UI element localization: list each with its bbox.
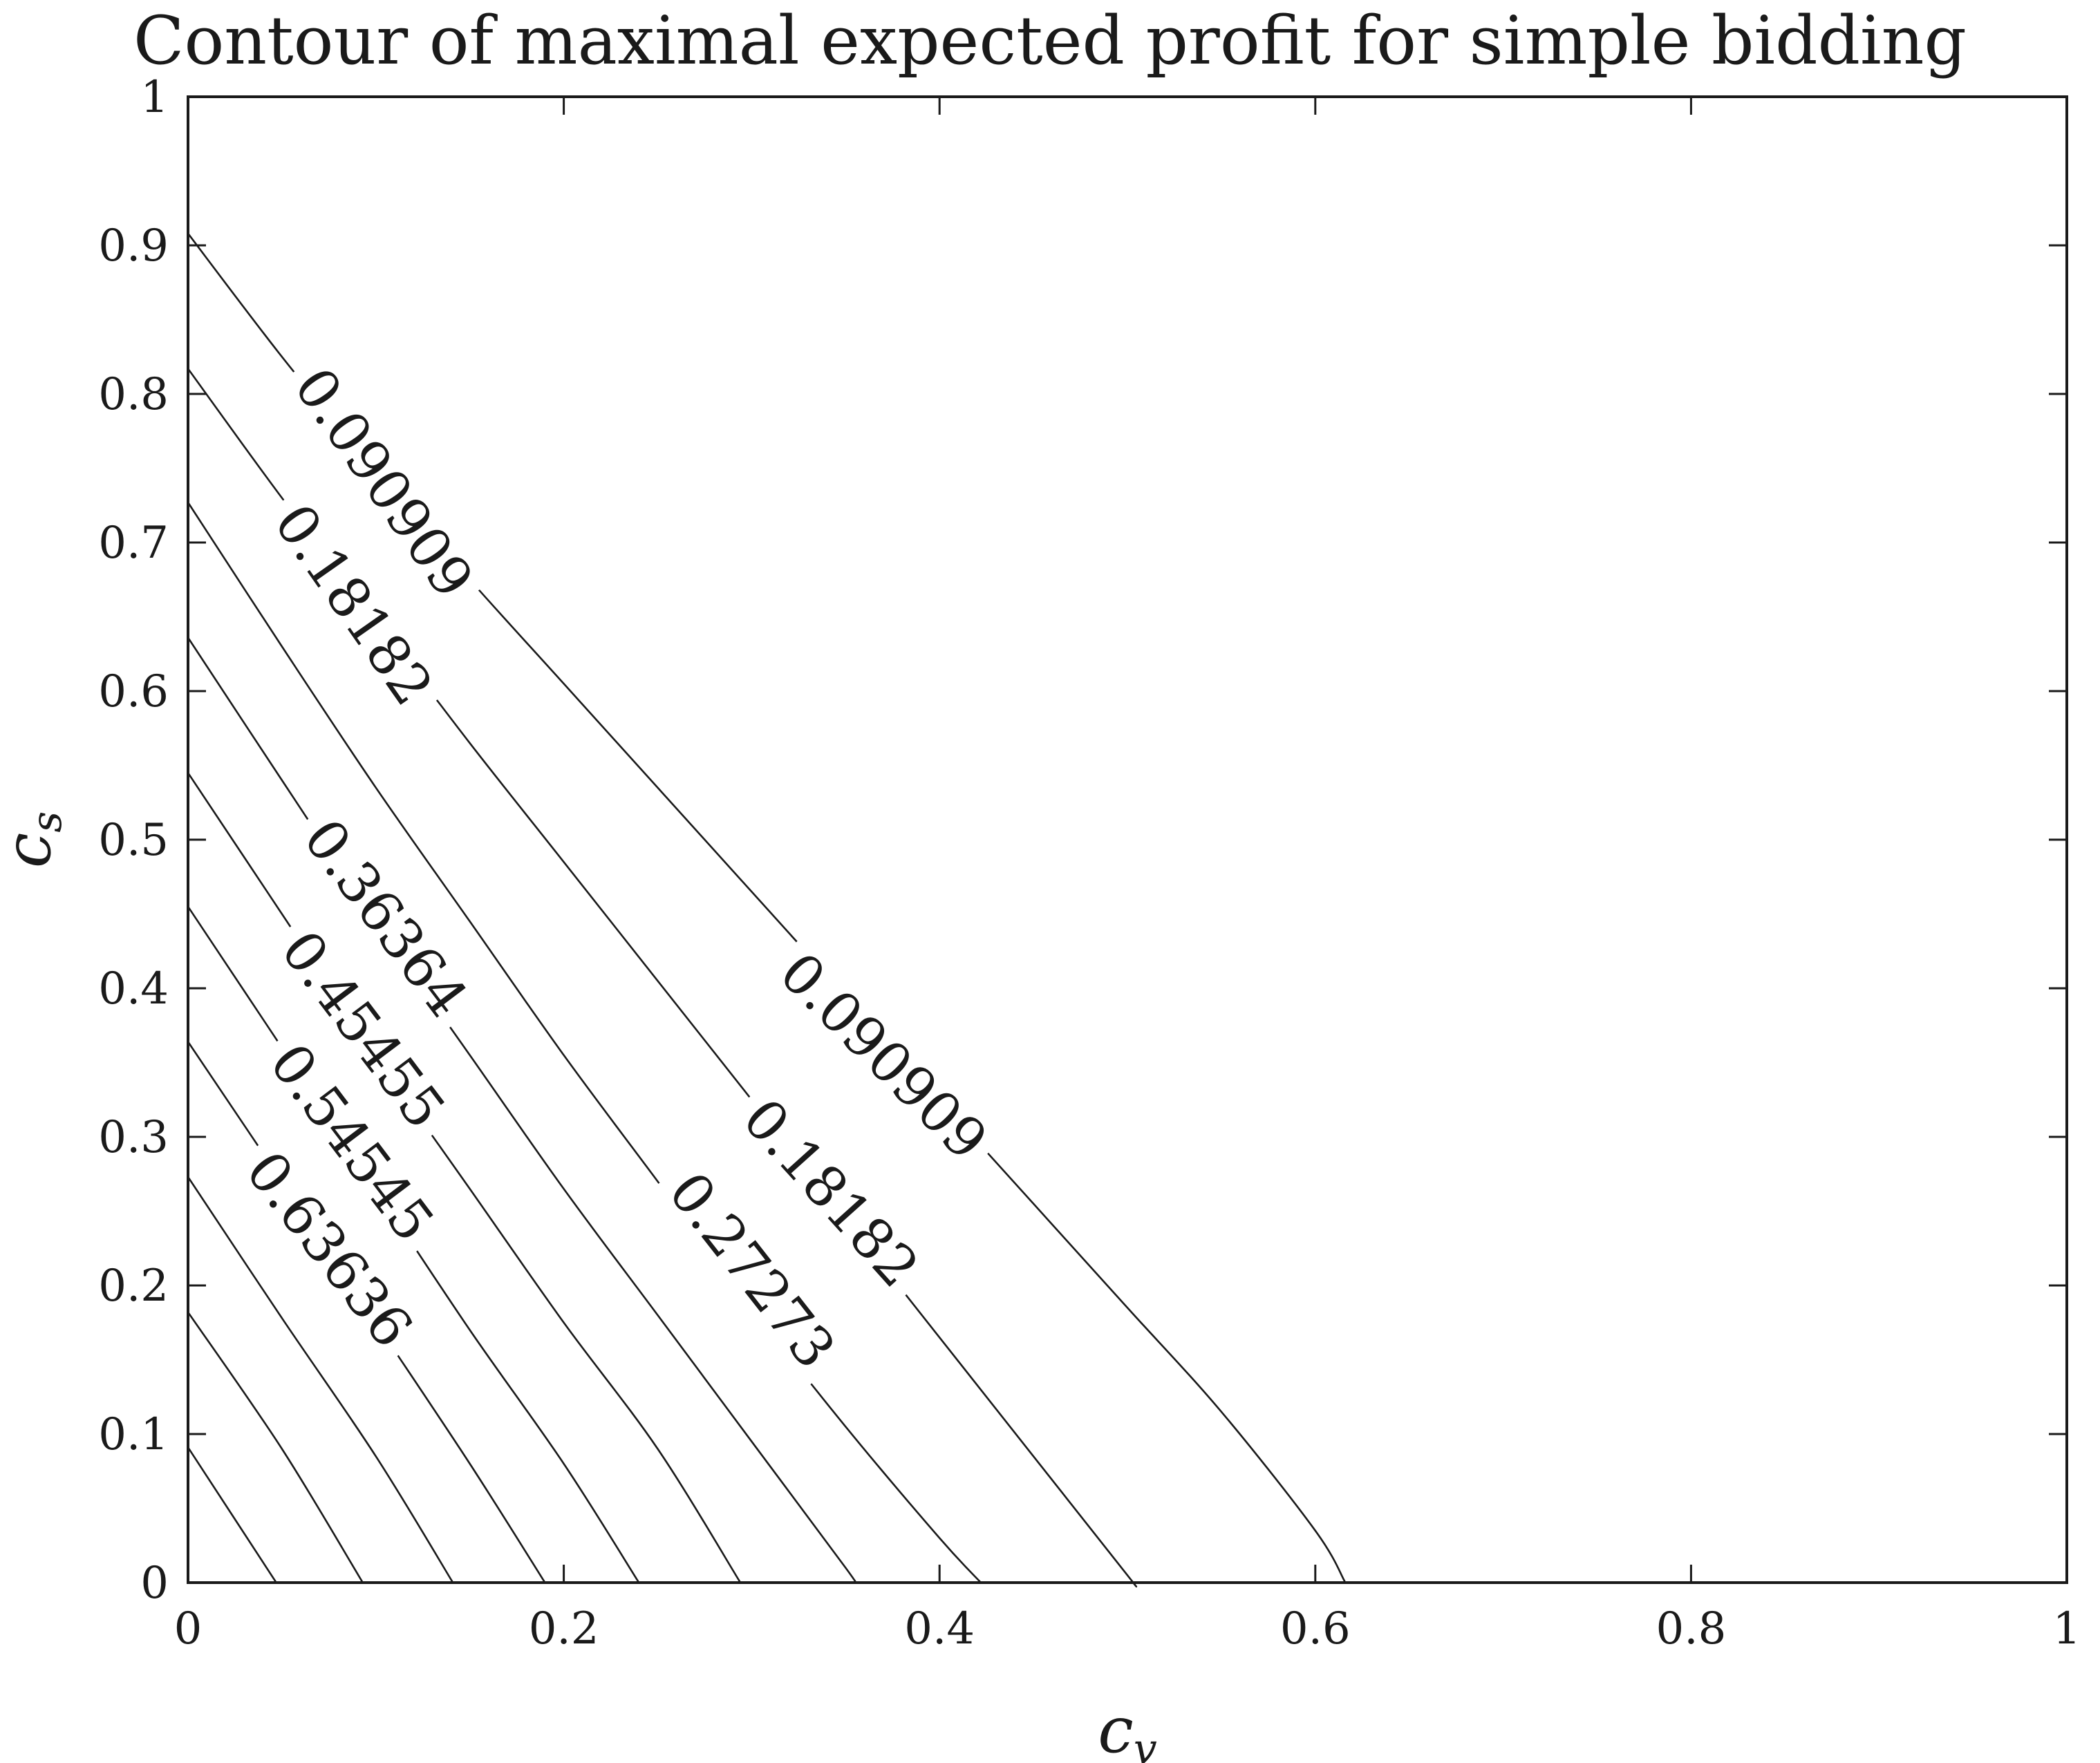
chart-title: Contour of maximal expected profit for s… [133, 2, 1967, 79]
y-axis-label-base: c [0, 833, 65, 869]
contour-line-10 [187, 1446, 277, 1583]
x-tick-label: 1 [2053, 1603, 2081, 1654]
contour-label-bg [255, 483, 452, 726]
x-axis-label: cv [1098, 1693, 1157, 1763]
x-tick-label: 0.6 [1280, 1603, 1351, 1654]
contour-label-bg [275, 348, 491, 619]
contour-line-6 [187, 906, 640, 1583]
x-tick-label: 0.4 [904, 1603, 975, 1654]
y-tick-label: 0.1 [98, 1409, 169, 1460]
x-tick-label: 0 [174, 1603, 203, 1654]
y-tick-label: 0.7 [98, 518, 169, 569]
contour-label-bg [261, 910, 465, 1150]
contour-line-9 [187, 1311, 364, 1583]
y-tick-label: 0.6 [98, 666, 169, 717]
contour-labels: 0.0909090.181820.363640.454550.545450.63… [226, 348, 1006, 1390]
plot-frame [187, 95, 2068, 1584]
y-tick-label: 0 [140, 1558, 169, 1609]
contour-label-bg [722, 1078, 939, 1308]
y-tick-label: 0.3 [98, 1112, 169, 1163]
y-axis-label: cs [0, 811, 71, 868]
y-tick-label: 0.9 [98, 220, 169, 272]
contour-label-bg [226, 1131, 432, 1369]
y-tick-label: 0.8 [98, 369, 169, 420]
contour-line-5 [187, 772, 742, 1583]
contour-label-bg [284, 798, 487, 1038]
contour-label-bg [250, 1023, 453, 1263]
contour-line-4 [187, 637, 857, 1585]
y-tick-label: 1 [140, 72, 169, 123]
x-axis-label-base: c [1098, 1693, 1134, 1763]
contour-label-bg [760, 933, 1006, 1180]
y-tick-label: 0.4 [98, 963, 169, 1015]
contour-label-bg [649, 1151, 854, 1390]
contour-line-8 [187, 1176, 454, 1583]
x-tick-label: 0.8 [1656, 1603, 1727, 1654]
x-tick-label: 0.2 [529, 1603, 599, 1654]
x-ticks: 0 0.2 0.4 0.6 0.8 1 [174, 97, 2081, 1654]
contour-line-3 [187, 502, 982, 1583]
y-ticks: 0 0.1 0.2 0.3 0.4 0.5 0.6 0.7 0.8 0.9 1 [98, 72, 2067, 1609]
y-tick-label: 0.2 [98, 1261, 169, 1312]
y-tick-label: 0.5 [98, 815, 169, 866]
y-axis-label-sub: s [23, 811, 71, 833]
x-axis-label-sub: v [1134, 1725, 1157, 1763]
